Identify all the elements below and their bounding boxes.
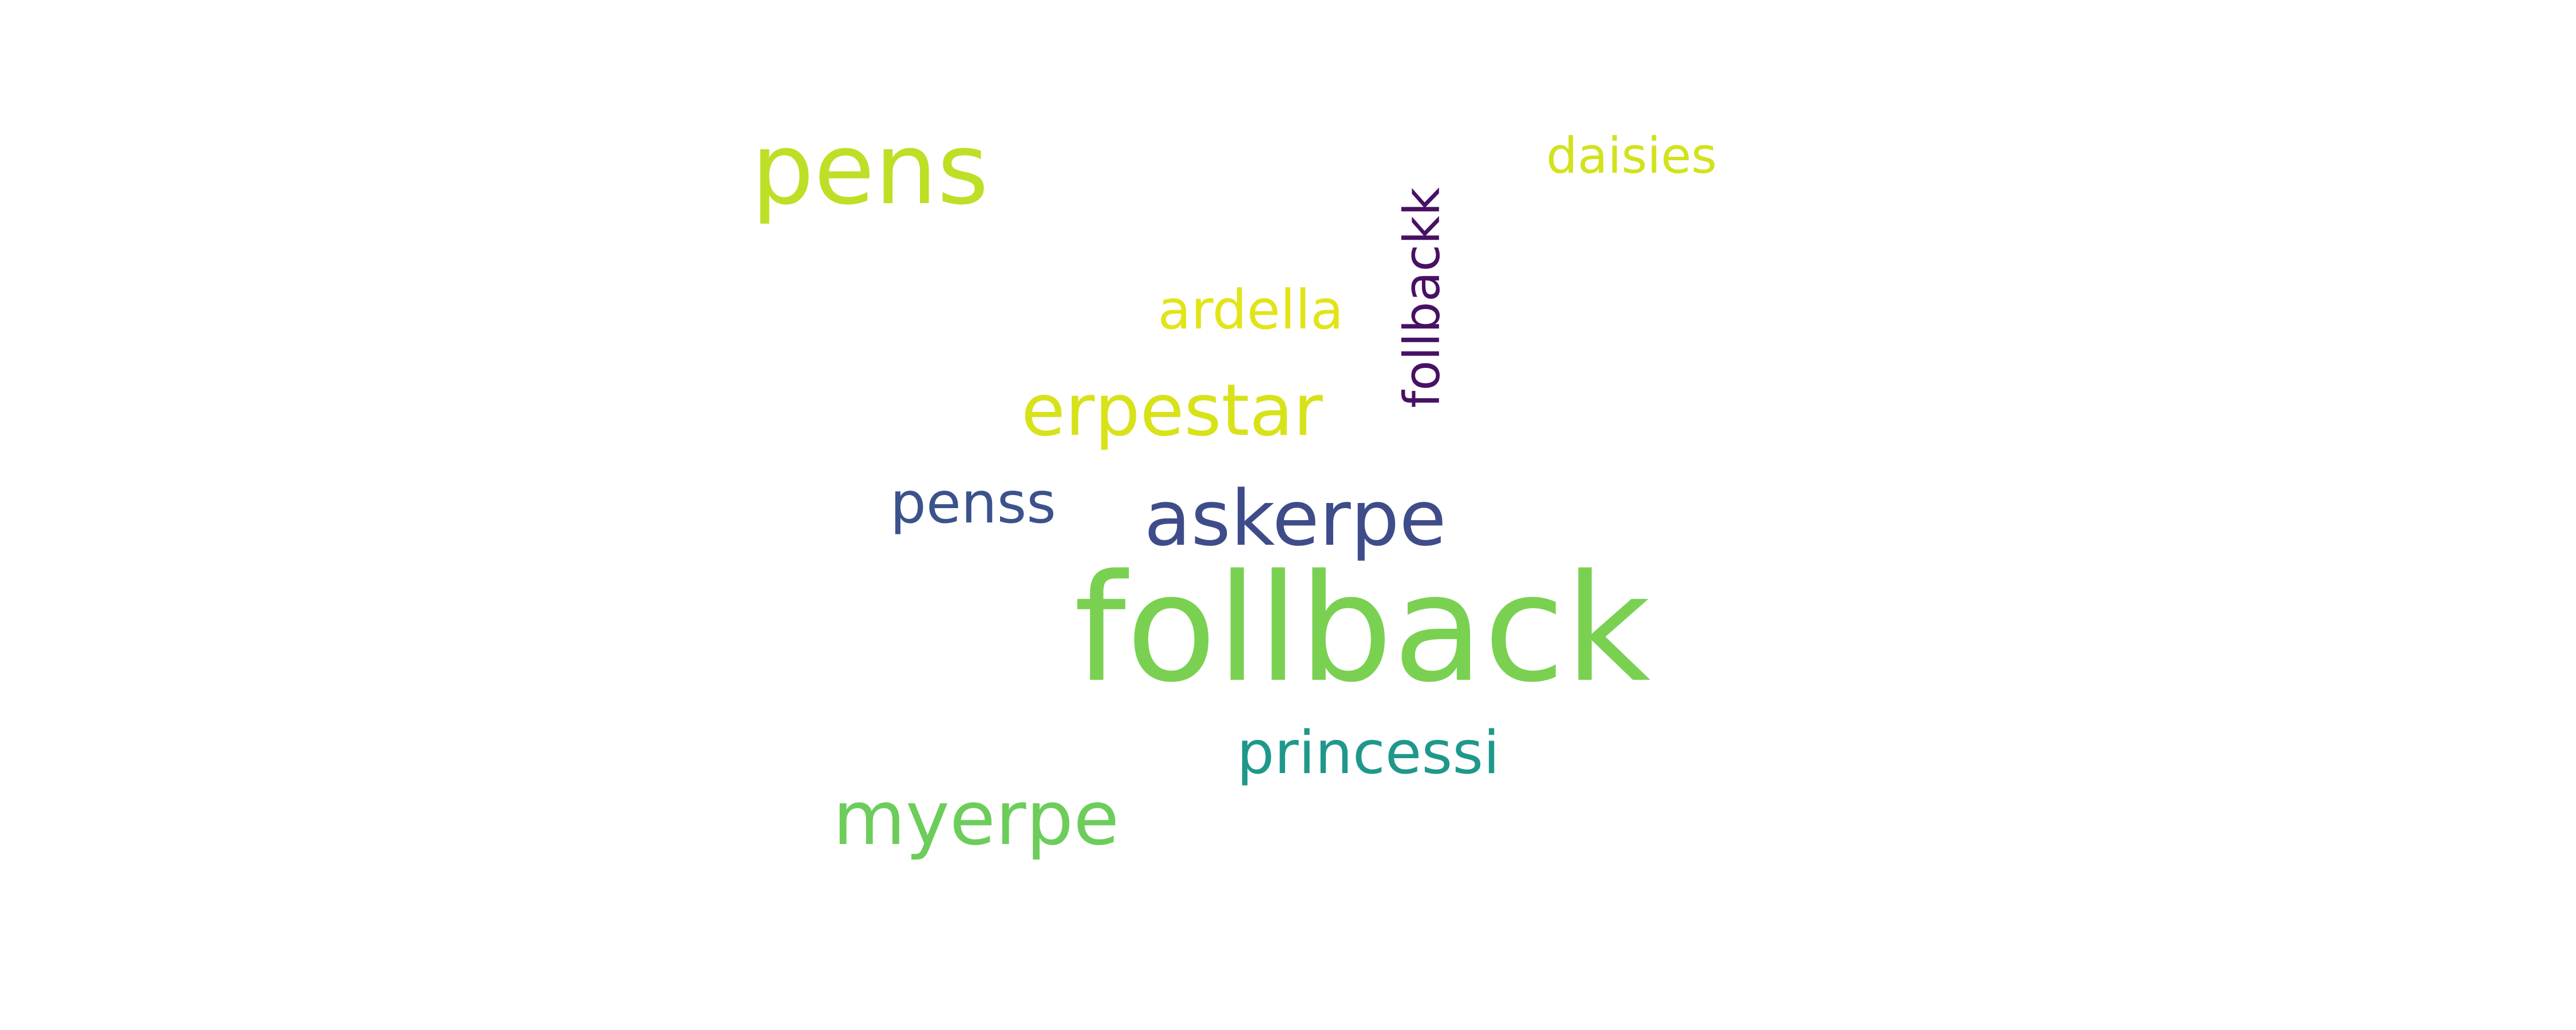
word-follback: follback (1074, 542, 1651, 715)
word-pens: pens (751, 112, 989, 227)
word-penss: penss (890, 470, 1056, 536)
word-ardella: ardella (1157, 279, 1344, 342)
word-myerpe: myerpe (833, 775, 1120, 862)
word-princessi: princessi (1236, 719, 1500, 787)
word-daisies: daisies (1546, 128, 1717, 185)
word-follbackk: follbackk (1394, 187, 1451, 408)
word-erpestar: erpestar (1021, 369, 1323, 452)
word-askerpe: askerpe (1144, 474, 1447, 563)
